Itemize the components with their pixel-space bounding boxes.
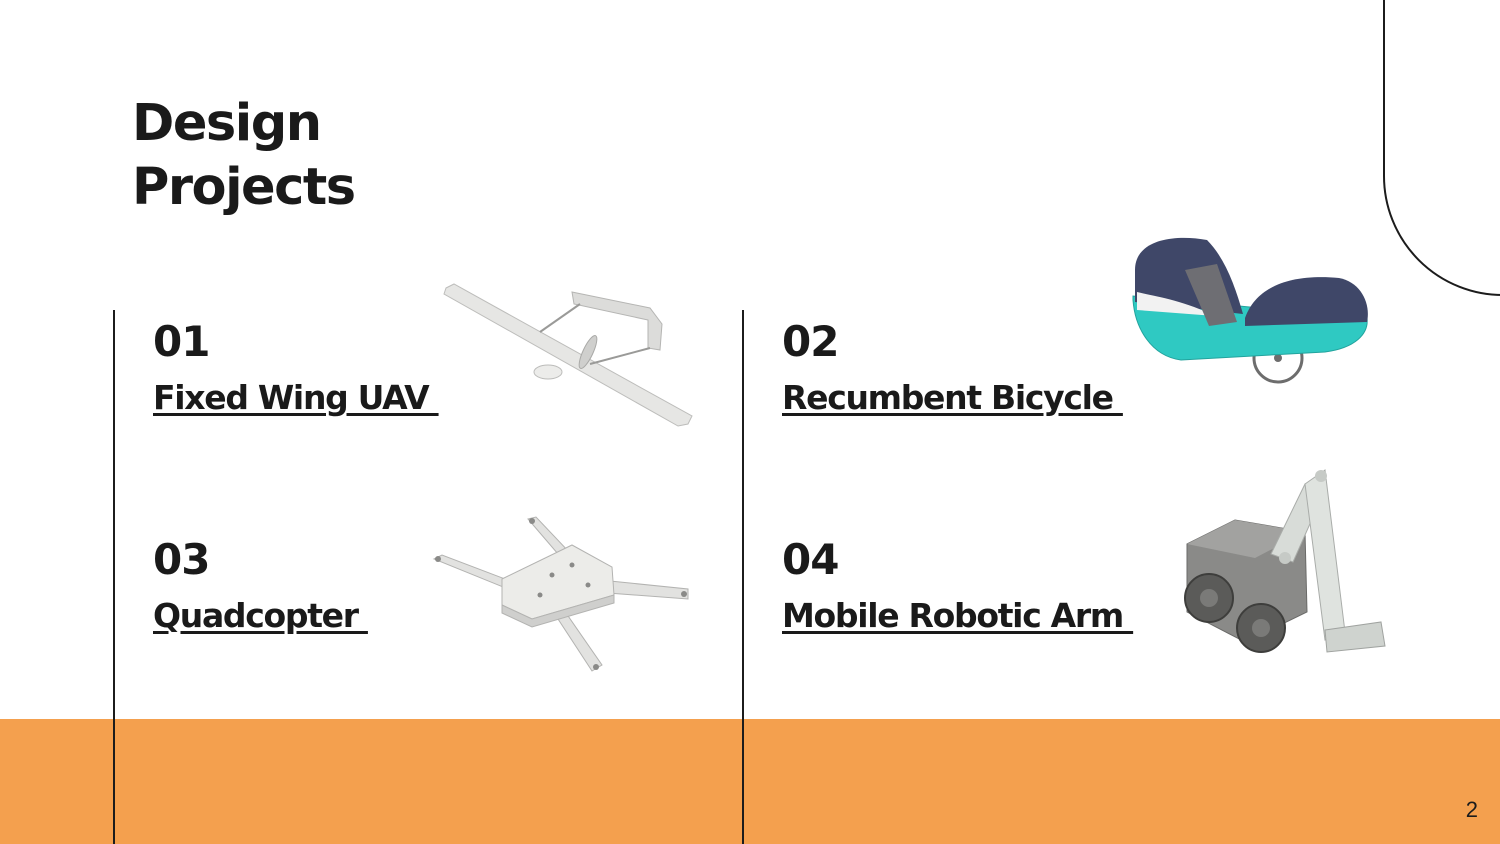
page-title: Design Projects [132,92,356,220]
page-title-line-2: Projects [132,158,356,217]
project-link-quadcopter[interactable]: Quadcopter [153,596,368,635]
page-number: 2 [1465,797,1478,822]
divider-line-left [113,310,115,844]
fixed-wing-uav-image [443,283,693,427]
project-link-recumbent-bicycle[interactable]: Recumbent Bicycle [782,378,1123,417]
divider-line-middle [742,310,744,844]
project-number-02: 02 [782,317,839,366]
project-number-03: 03 [153,535,210,584]
corner-arc-decoration [1383,0,1500,296]
project-link-mobile-robotic-arm[interactable]: Mobile Robotic Arm [782,596,1134,635]
project-number-01: 01 [153,317,210,366]
page-title-line-1: Design [132,94,322,153]
project-link-fixed-wing-uav[interactable]: Fixed Wing UAV [153,378,439,417]
project-number-04: 04 [782,535,839,584]
quadcopter-frame-image [432,516,689,672]
footer-accent-band [0,719,1500,844]
recumbent-bicycle-image [1132,237,1368,384]
mobile-robotic-arm-image [1184,469,1386,653]
